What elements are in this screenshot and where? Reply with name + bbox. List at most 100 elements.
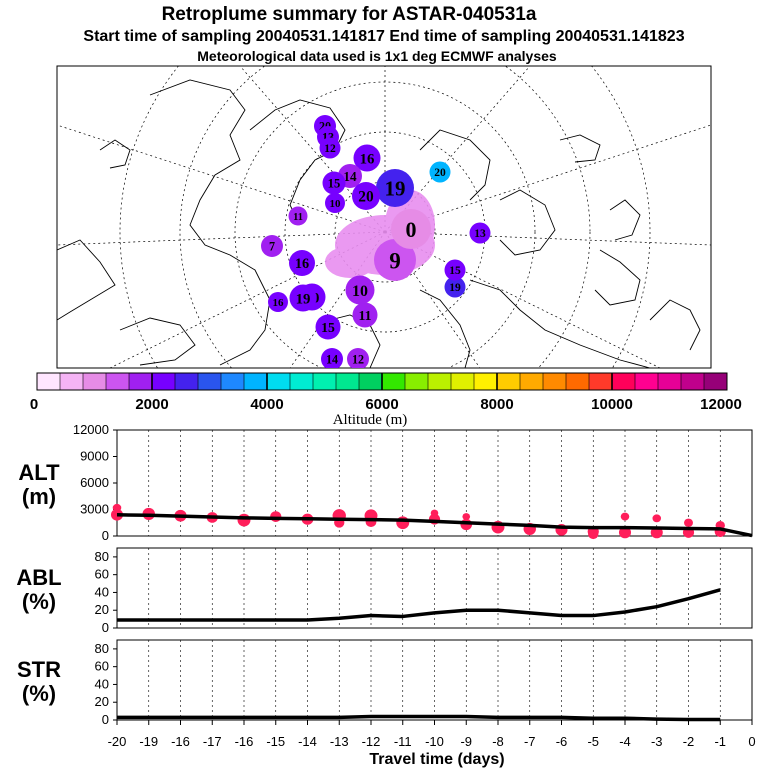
colorbar-swatch <box>474 373 498 390</box>
x-tick-label: -12 <box>362 734 381 749</box>
colorbar-swatch <box>336 373 360 390</box>
x-tick-label: -3 <box>651 734 663 749</box>
colorbar-swatch <box>106 373 130 390</box>
y-tick-label: 12000 <box>73 422 109 437</box>
colorbar-swatch <box>635 373 659 390</box>
map-cluster-day-label: 15 <box>321 320 335 335</box>
map-cluster-day-label: 12 <box>352 352 364 366</box>
map-cluster-circle <box>444 276 466 298</box>
colorbar-swatch <box>152 373 176 390</box>
map-cluster-day-label: 19 <box>385 177 406 201</box>
y-tick-label: 0 <box>102 712 109 727</box>
x-tick-label: -11 <box>394 734 412 749</box>
map-cluster-circle <box>444 259 466 281</box>
colorbar-swatch <box>658 373 682 390</box>
title-line-3: Meteorological data used is 1x1 deg ECMW… <box>197 48 557 64</box>
colorbar-swatch <box>382 373 406 390</box>
map-cluster-circle <box>288 206 308 226</box>
x-tick-label: -6 <box>556 734 568 749</box>
panel-alt: 0 3000 6000 9000 12000 ALT(m) <box>18 422 753 543</box>
colorbar-swatch <box>290 373 314 390</box>
colorbar-swatch <box>60 373 84 390</box>
map-cluster-circle <box>353 144 381 172</box>
colorbar-tick-label: 2000 <box>135 396 168 413</box>
y-tick-label: 80 <box>95 549 109 564</box>
x-tick-label: -4 <box>619 734 631 749</box>
map-cluster-circle <box>345 275 375 305</box>
panel-ylabel-unit: (%) <box>22 589 56 614</box>
map-cluster-day-label: 20 <box>358 189 374 206</box>
colorbar-swatch <box>405 373 429 390</box>
colorbar-swatch <box>428 373 452 390</box>
alt-scatter-point <box>652 514 662 523</box>
colorbar-swatch <box>37 373 61 390</box>
x-tick-label: -16 <box>171 734 190 749</box>
colorbar-swatch <box>451 373 475 390</box>
y-tick-label: 9000 <box>80 449 109 464</box>
y-tick-label: 40 <box>95 584 109 599</box>
series-line-str <box>117 714 721 722</box>
map-cluster-day-label: 16 <box>360 151 375 167</box>
colorbar-label: Altitude (m) <box>333 412 408 428</box>
alt-scatter-point <box>430 509 439 517</box>
x-tick-label: -14 <box>298 734 317 749</box>
map-cluster-day-label: 0 <box>406 217 417 242</box>
map-panel: 1920161415201020191116151412907201312101… <box>56 65 712 369</box>
map-cluster-circle <box>261 235 283 257</box>
map-cluster-day-label: 9 <box>389 247 401 273</box>
series-line-abl <box>117 588 721 622</box>
panel-ylabel-abl: ABL <box>16 565 61 590</box>
y-tick-label: 80 <box>95 641 109 656</box>
map-cluster-circle <box>352 302 378 328</box>
x-tick-label: -1 <box>714 734 726 749</box>
series-line-alt <box>116 513 753 538</box>
y-tick-label: 6000 <box>80 475 109 490</box>
y-tick-label: 20 <box>95 694 109 709</box>
map-cluster-circle <box>352 182 380 210</box>
y-tick-label: 60 <box>95 567 109 582</box>
map-cluster-day-label: 16 <box>273 297 285 309</box>
x-tick-label: -17 <box>203 734 222 749</box>
map-cluster-day-label: 19 <box>296 291 311 307</box>
colorbar-swatch <box>221 373 245 390</box>
colorbar-tick-label: 0 <box>30 396 38 413</box>
x-tick-label: -13 <box>330 734 349 749</box>
map-cluster-circle <box>391 209 431 249</box>
colorbar-tick-label: 12000 <box>700 396 742 413</box>
y-tick-label: 20 <box>95 602 109 617</box>
colorbar-swatch <box>681 373 705 390</box>
colorbar-swatch <box>566 373 590 390</box>
x-tick-label: -19 <box>139 734 158 749</box>
map-cluster-day-label: 12 <box>324 143 336 155</box>
colorbar-swatch <box>198 373 222 390</box>
map-cluster-circle <box>469 222 491 244</box>
colorbar-swatch <box>612 373 636 390</box>
x-tick-labels: -20 -19 -16 -17 -16 -15 -14 -13 -12 -11 -10 -9 -8 -7-… <box>108 720 756 749</box>
x-tick-label: -7 <box>524 734 536 749</box>
colorbar-swatch <box>520 373 544 390</box>
title-line-2: Start time of sampling 20040531.141817 E… <box>83 28 684 45</box>
coastlines <box>57 79 701 368</box>
map-cluster-day-label: 14 <box>326 352 338 366</box>
colorbar-swatch <box>313 373 337 390</box>
x-tick-label: -2 <box>683 734 695 749</box>
map-cluster-day-label: 7 <box>269 239 275 253</box>
alt-scatter-point <box>620 512 630 521</box>
map-clusters: 1920161415201020191116151412907201312101… <box>261 115 491 368</box>
alt-scatter-point <box>684 518 693 527</box>
map-cluster-circle <box>319 137 341 159</box>
alt-scatter-point <box>618 526 632 539</box>
colorbar-swatch <box>129 373 153 390</box>
x-tick-label: -9 <box>460 734 472 749</box>
map-cluster-circle <box>289 284 317 312</box>
alt-scatter-point <box>112 503 122 512</box>
map-cluster-day-label: 14 <box>343 169 357 184</box>
colorbar-swatch <box>497 373 521 390</box>
map-cluster-circle <box>321 348 343 368</box>
map-cluster-circle <box>325 193 345 213</box>
map-cluster-day-label: 10 <box>352 283 368 300</box>
map-cluster-circle <box>429 161 451 183</box>
map-cluster-day-label: 15 <box>328 177 341 191</box>
map-cluster-day-label: 11 <box>359 308 372 323</box>
